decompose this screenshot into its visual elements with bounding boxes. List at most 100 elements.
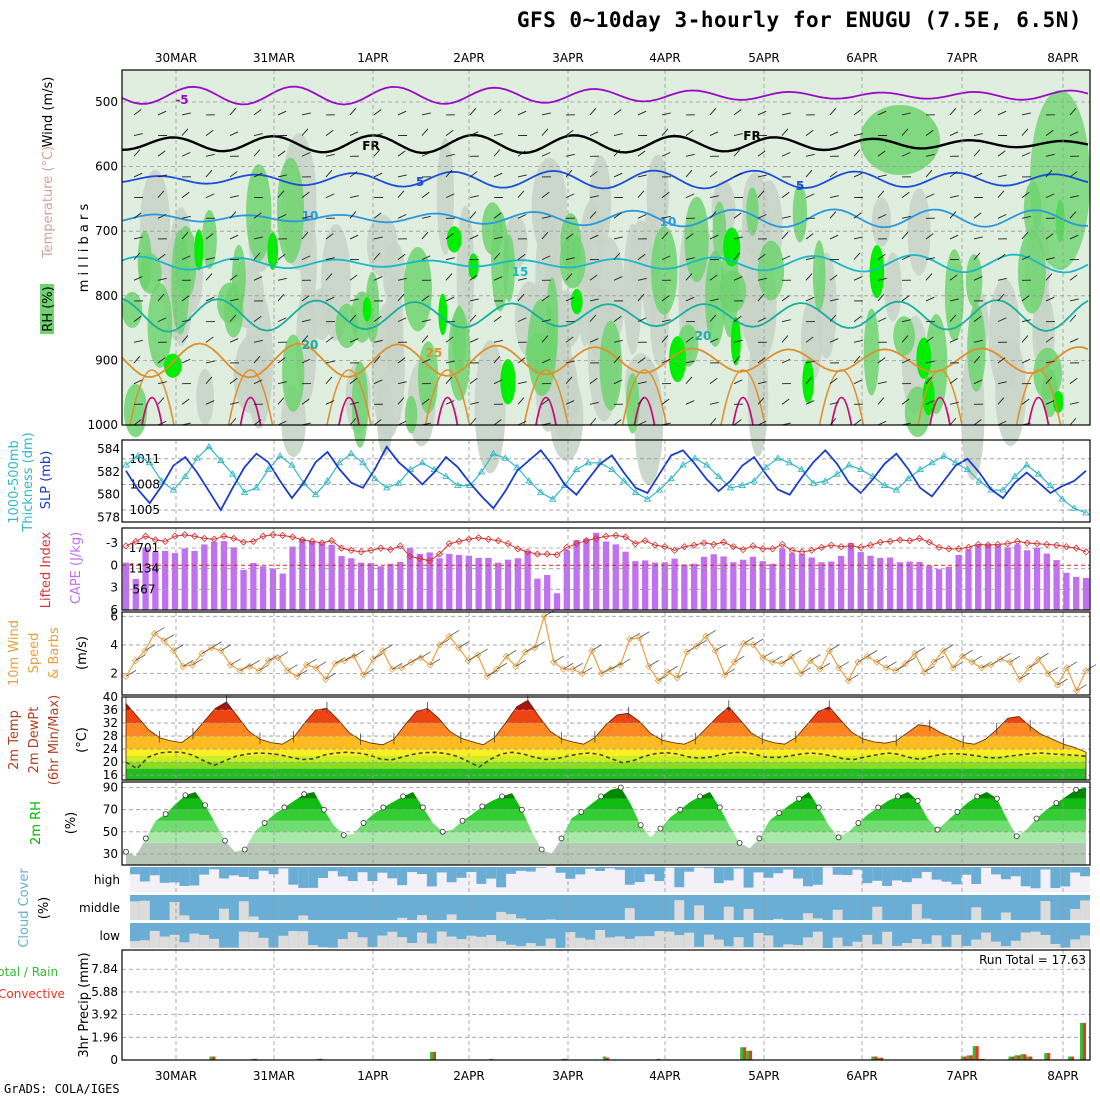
cloud-low-gap xyxy=(139,940,150,948)
lifted-point xyxy=(906,537,914,545)
wind-point xyxy=(265,657,273,665)
cloud-mid-gap xyxy=(743,908,754,920)
wind-point xyxy=(160,637,168,645)
wind-barb xyxy=(901,112,911,116)
temp-outline xyxy=(125,699,1087,781)
wind-barb xyxy=(397,381,407,385)
wind-barb xyxy=(997,150,1006,157)
thickness-point xyxy=(762,463,770,470)
wind-barb xyxy=(421,319,431,323)
wind-barb xyxy=(301,319,311,323)
wind-barb xyxy=(762,651,774,659)
slp-tick: 1011 xyxy=(129,452,160,466)
wind-barb xyxy=(949,314,957,322)
wind-barb xyxy=(301,128,309,136)
cloud-mid-gap xyxy=(506,914,516,920)
wind-barb xyxy=(493,252,501,260)
cloud-high-bar xyxy=(456,867,467,878)
wind-barb xyxy=(949,211,957,219)
wind-barb xyxy=(517,357,526,364)
wind-barb xyxy=(469,131,479,137)
wind-barb xyxy=(589,131,599,137)
wind-barb xyxy=(685,336,694,343)
wind-barb xyxy=(1069,234,1079,240)
wind-barb xyxy=(709,234,719,240)
wind-barb xyxy=(661,215,671,219)
wind-barb xyxy=(325,169,333,178)
wind-barb xyxy=(925,376,933,384)
wind-barb xyxy=(301,215,311,219)
thickness-point xyxy=(513,463,521,470)
wind-barb xyxy=(781,255,791,261)
wind-barb xyxy=(997,110,1007,116)
cloud-low-gap xyxy=(258,937,269,948)
profile-date-grid xyxy=(175,70,1064,425)
wind-barb xyxy=(541,215,551,219)
wind-barb xyxy=(157,190,165,198)
thickness-line xyxy=(125,445,1087,514)
wind-barb xyxy=(973,212,982,219)
cloud-low-gap xyxy=(238,931,249,948)
lifted-point xyxy=(181,531,189,539)
wind-barb xyxy=(133,172,143,178)
wind-speed-line xyxy=(125,616,1087,693)
temp-band xyxy=(126,762,1086,769)
wind-barb xyxy=(1085,664,1097,672)
wind-barb xyxy=(709,314,717,322)
lifted-point xyxy=(641,537,649,545)
cape-bar xyxy=(475,557,482,610)
wind-barb xyxy=(637,357,646,364)
lifted-point xyxy=(680,543,688,551)
wind-barb xyxy=(589,274,598,281)
wind-barb xyxy=(181,295,190,302)
cloud-low-gap xyxy=(981,932,992,948)
rh-point xyxy=(677,806,684,813)
thickness-point xyxy=(726,483,735,491)
rh-shade-green xyxy=(812,240,826,311)
cloud-high-bar xyxy=(199,867,210,875)
cloud-mid-gap xyxy=(674,900,685,920)
cloud-mid-gap xyxy=(1040,901,1051,920)
lifted-point xyxy=(533,550,541,558)
cape-bar xyxy=(1053,560,1060,610)
thickness-point xyxy=(584,458,593,466)
wind-barb xyxy=(757,293,765,302)
lifted-tick: 3 xyxy=(110,581,118,595)
temp-axis-label: 2m Temp xyxy=(7,710,22,770)
cloud-low-gap xyxy=(634,936,645,948)
wind-barb xyxy=(1038,652,1049,660)
thickness-point xyxy=(714,472,723,479)
wind-barbs xyxy=(133,107,1080,426)
thickness-point xyxy=(477,468,486,475)
precip-date-grid xyxy=(175,950,1064,1060)
lifted-point xyxy=(837,543,845,551)
lifted-point xyxy=(484,535,493,543)
cloud-low-gap xyxy=(565,932,576,948)
cloud-low-gap xyxy=(278,935,289,948)
wind-tick: 6 xyxy=(110,609,118,623)
precip-conv-bar xyxy=(1017,1055,1021,1060)
wind-point xyxy=(245,662,254,670)
wind-barb xyxy=(877,110,887,116)
cape-bar xyxy=(1082,577,1090,610)
thickness-point xyxy=(382,483,391,491)
date-label-bottom: 2APR xyxy=(453,1069,484,1083)
wind-barb xyxy=(205,360,215,364)
wind-barb xyxy=(613,315,622,323)
rh-shade-green xyxy=(712,201,727,260)
rh-shade-bright xyxy=(163,353,182,378)
precip-frame xyxy=(121,949,1091,1061)
cape-bar xyxy=(671,558,678,610)
cloud-high-bar xyxy=(882,867,893,886)
wind-barb xyxy=(493,133,503,137)
cloud-low-gap xyxy=(674,935,685,948)
cloud-high-bar xyxy=(921,867,932,872)
cloud-unit-label: (%) xyxy=(37,897,52,920)
cape-tick: 1701 xyxy=(129,541,160,555)
profile-panel: -5 FR FR 5 5 10 10 15 20 20 25 xyxy=(121,70,1090,485)
cloud-high-bar xyxy=(367,867,378,882)
lifted-point xyxy=(318,539,326,547)
cloud-high-bar xyxy=(268,867,279,875)
lifted-point xyxy=(308,537,316,545)
